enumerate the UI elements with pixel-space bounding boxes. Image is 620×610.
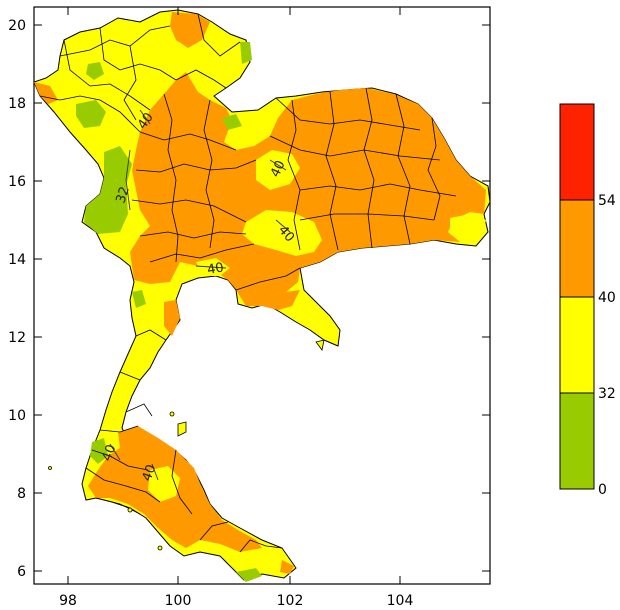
yellow-pocket-east bbox=[256, 150, 300, 190]
country-shape bbox=[33, 9, 491, 582]
legend-label: 32 bbox=[598, 386, 616, 402]
legend-label: 0 bbox=[598, 482, 607, 498]
y-tick-label: 10 bbox=[8, 408, 26, 424]
y-tick-label: 16 bbox=[8, 174, 26, 190]
y-tick-label: 20 bbox=[8, 18, 26, 34]
yellow-pocket-far-east bbox=[450, 214, 486, 242]
contour-label: 40 bbox=[268, 158, 289, 179]
orange-region-deepsouth bbox=[280, 560, 294, 574]
legend-label: 40 bbox=[598, 290, 616, 306]
y-tick-label: 6 bbox=[17, 564, 26, 580]
green-patch-north4 bbox=[222, 114, 242, 130]
contour-label: 40 bbox=[206, 260, 225, 278]
green-patch-south2 bbox=[236, 568, 262, 582]
yellow-pocket-center bbox=[242, 210, 322, 256]
orange-region-westcoast bbox=[164, 300, 180, 336]
legend-swatch-green bbox=[559, 392, 595, 490]
axis-ticks bbox=[34, 7, 490, 584]
y-tick-label: 8 bbox=[17, 486, 26, 502]
yellow-pocket-north bbox=[236, 118, 270, 142]
orange-region-west bbox=[130, 236, 180, 284]
green-patch-north1 bbox=[76, 100, 106, 128]
contour-label: 40 bbox=[140, 463, 160, 484]
x-tick-label: 98 bbox=[59, 593, 77, 609]
islands bbox=[48, 339, 325, 551]
green-patch-north3 bbox=[240, 42, 252, 64]
legend-swatch-orange bbox=[559, 199, 595, 298]
orange-region-central bbox=[130, 72, 486, 300]
legend-labels: 54 40 32 0 bbox=[598, 193, 616, 498]
green-patch-west2 bbox=[132, 290, 146, 308]
x-axis-labels: 98 100 102 104 bbox=[59, 593, 413, 609]
y-axis-labels: 20 18 16 14 12 10 8 6 bbox=[8, 18, 26, 580]
contour-label: 32 bbox=[114, 185, 133, 205]
legend-label: 54 bbox=[598, 193, 616, 209]
green-patch-north2 bbox=[86, 62, 104, 80]
y-tick-label: 14 bbox=[8, 252, 26, 268]
y-tick-label: 18 bbox=[8, 96, 26, 112]
province-boundaries bbox=[39, 13, 457, 553]
x-tick-label: 104 bbox=[387, 593, 414, 609]
y-tick-label: 12 bbox=[8, 330, 26, 346]
contour-label: 40 bbox=[100, 443, 120, 464]
legend-colorbar bbox=[559, 103, 595, 490]
green-patch-south1 bbox=[90, 438, 108, 464]
legend-swatch-yellow bbox=[559, 296, 595, 394]
contour-lines bbox=[109, 109, 291, 481]
orange-region-southeast bbox=[236, 290, 300, 310]
x-tick-label: 102 bbox=[277, 593, 304, 609]
legend-swatch-red bbox=[559, 103, 595, 201]
x-tick-label: 100 bbox=[165, 593, 192, 609]
green-patch-west bbox=[84, 146, 132, 234]
